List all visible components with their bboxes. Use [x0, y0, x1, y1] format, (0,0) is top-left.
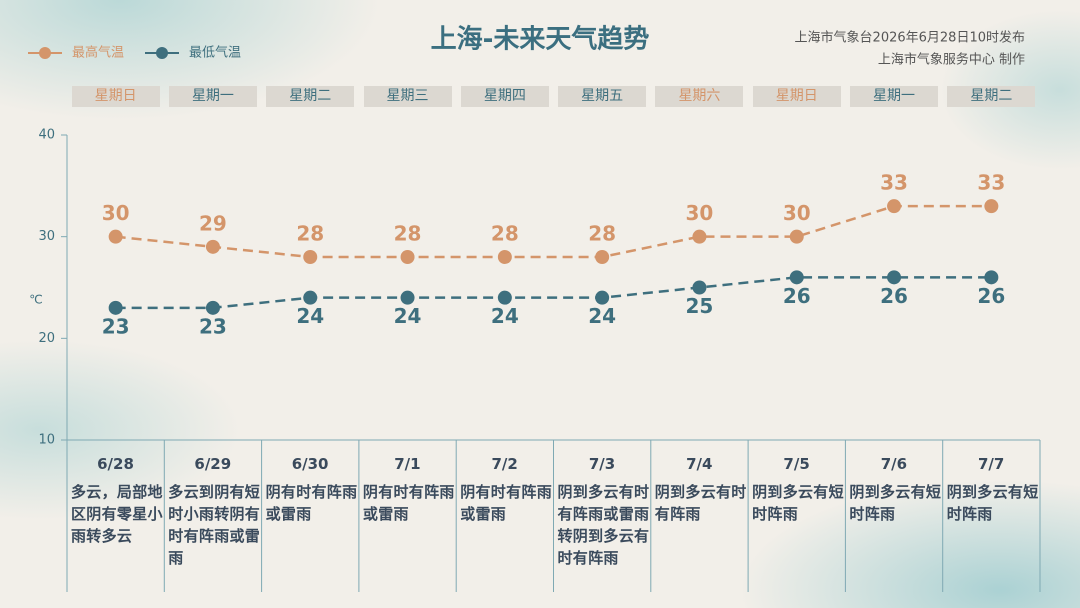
point — [400, 290, 415, 305]
weekday-label: 星期一 — [850, 86, 939, 107]
data-label: 28 — [296, 222, 324, 246]
point — [595, 250, 610, 264]
date-label: 7/2 — [491, 455, 518, 473]
legend-label: 最高气温 — [72, 45, 124, 61]
data-label: 24 — [394, 304, 422, 328]
date-label: 7/3 — [588, 455, 616, 473]
date-label: 7/4 — [686, 455, 713, 473]
point — [108, 229, 123, 244]
weekday-label: 星期二 — [947, 86, 1036, 107]
data-label: 33 — [977, 171, 1005, 195]
date-label: 6/30 — [291, 455, 329, 473]
weather-description: 阴有时有阵雨或雷雨 — [265, 483, 358, 523]
weekday-label: 星期四 — [460, 86, 549, 107]
weather-description: 阴到多云有短时阵雨 — [849, 483, 942, 523]
legend-marker — [39, 47, 51, 59]
data-label: 28 — [588, 222, 616, 246]
weather-description: 多云，局部地区阴有零星小雨转多云 — [71, 483, 163, 545]
point — [303, 250, 318, 264]
point — [205, 300, 220, 315]
weekday-label: 星期五 — [558, 86, 647, 107]
weekday-label: 星期六 — [655, 86, 744, 107]
date-label: 7/5 — [783, 455, 810, 473]
data-label: 26 — [880, 284, 908, 308]
series-line — [115, 276, 992, 310]
data-label: 23 — [102, 314, 130, 338]
weather-description: 阴到多云有时有阵雨或雷雨转阴到多云有时有阵雨 — [557, 483, 650, 567]
y-tick-label: 10 — [38, 433, 55, 448]
point — [984, 270, 999, 285]
date-label: 7/7 — [978, 455, 1005, 473]
weekday-label: 星期一 — [168, 86, 257, 107]
y-axis-label: ℃ — [29, 293, 42, 307]
point — [789, 270, 804, 285]
date-label: 6/28 — [97, 455, 134, 473]
data-label: 26 — [977, 284, 1005, 308]
data-label: 30 — [783, 201, 811, 225]
legend-label: 最低气温 — [189, 45, 241, 61]
point — [789, 229, 804, 244]
data-label: 25 — [686, 294, 714, 318]
chart-title: 上海-未来天气趋势 — [431, 24, 650, 55]
weather-description: 阴有时有阵雨或雷雨 — [460, 483, 552, 523]
point — [400, 250, 415, 264]
weather-description: 阴到多云有短时阵雨 — [752, 483, 844, 523]
y-tick-label: 30 — [38, 229, 55, 244]
point — [303, 290, 318, 305]
point — [497, 290, 512, 305]
y-tick-label: 20 — [38, 331, 55, 346]
series-line — [115, 204, 992, 259]
data-label: 24 — [588, 304, 616, 328]
data-label: 24 — [491, 304, 519, 328]
weekday-label: 星期二 — [266, 86, 355, 107]
point — [205, 239, 220, 254]
date-label: 6/29 — [194, 455, 232, 473]
point — [108, 300, 123, 315]
y-tick-label: 40 — [38, 128, 55, 143]
point — [887, 270, 902, 285]
data-label: 24 — [296, 304, 324, 328]
weather-description: 阴到多云有时有阵雨 — [654, 483, 747, 523]
point — [984, 199, 999, 214]
data-label: 28 — [491, 222, 519, 246]
weekday-label: 星期日 — [752, 86, 841, 107]
point — [692, 280, 707, 295]
data-label: 30 — [102, 201, 130, 225]
point — [887, 199, 902, 214]
data-label: 29 — [199, 211, 227, 235]
weekday-label: 星期三 — [363, 86, 452, 107]
data-label: 30 — [686, 201, 714, 225]
point — [595, 290, 610, 305]
point — [497, 250, 512, 264]
data-label: 33 — [880, 171, 908, 195]
weekday-label: 星期日 — [71, 86, 160, 107]
data-label: 28 — [394, 222, 422, 246]
data-label: 23 — [199, 314, 227, 338]
data-label: 26 — [783, 284, 811, 308]
weather-description: 多云到阴有短时小雨转阴有时有阵雨或雷雨 — [168, 483, 261, 567]
date-label: 7/1 — [394, 455, 421, 473]
weather-description: 阴到多云有短时阵雨 — [946, 483, 1039, 523]
legend-marker — [156, 47, 168, 59]
source: 上海市气象台2026年6月28日10时发布 — [795, 30, 1025, 46]
weather-description: 阴有时有阵雨或雷雨 — [362, 483, 455, 523]
date-label: 7/6 — [880, 455, 908, 473]
point — [692, 229, 707, 244]
producer: 上海市气象服务中心 制作 — [878, 52, 1025, 68]
